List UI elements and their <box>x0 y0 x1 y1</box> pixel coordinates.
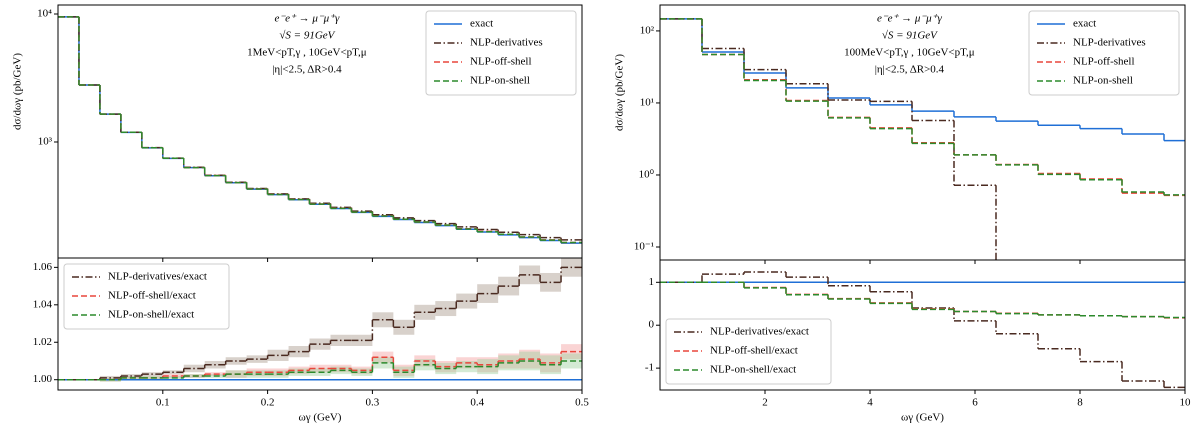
x-tick-label: 10 <box>1180 397 1192 409</box>
annotation: √S = 91GeV <box>279 30 335 42</box>
x-axis-label: ωγ (GeV) <box>299 412 342 424</box>
y-tick-label: 0 <box>649 319 655 331</box>
x-tick-label: 6 <box>972 397 978 409</box>
x-tick-label: 0.3 <box>366 397 380 409</box>
plot-area <box>58 258 582 382</box>
legend-label: NLP-off-shell/exact <box>710 345 798 357</box>
x-tick-label: 2 <box>762 397 768 409</box>
annotation: 1MeV<pT,γ , 10GeV<pT,μ <box>247 47 367 59</box>
legend-label: exact <box>1073 18 1096 30</box>
legend-label: NLP-on-shell <box>1073 75 1133 87</box>
legend-label: NLP-on-shell/exact <box>108 309 194 321</box>
y-tick-label: 10⁻¹ <box>634 241 654 253</box>
x-tick-label: 0.4 <box>470 397 484 409</box>
y-tick-label: 10¹ <box>640 96 654 108</box>
x-tick-label: 8 <box>1077 397 1083 409</box>
annotation: |η|<2.5, ΔR>0.4 <box>272 64 342 76</box>
legend-label: exact <box>470 18 493 30</box>
annotation: √S = 91GeV <box>882 30 938 42</box>
x-axis-label: ωγ (GeV) <box>901 412 944 424</box>
legend-label: NLP-on-shell <box>470 75 530 87</box>
legend-label: NLP-off-shell <box>470 56 532 68</box>
y-tick-label: 10⁴ <box>37 8 52 20</box>
legend-label: NLP-on-shell/exact <box>710 364 796 376</box>
y-tick-label: 1.04 <box>33 298 53 310</box>
plot-area <box>660 271 1185 389</box>
legend-label: NLP-derivatives/exact <box>108 271 207 283</box>
x-tick-label: 0.2 <box>261 397 275 409</box>
y-tick-label: 1 <box>649 276 655 288</box>
annotation: |η|<2.5, ΔR>0.4 <box>875 64 945 76</box>
y-tick-label: 10⁰ <box>639 169 655 181</box>
axes-frame <box>57 257 583 391</box>
x-tick-label: 4 <box>867 397 873 409</box>
legend-box <box>63 263 230 330</box>
annotation: e⁻e⁺ → μ⁻μ⁺γ <box>274 13 340 25</box>
legend-label: NLP-derivatives/exact <box>710 326 809 338</box>
y-axis-label: dσ/dωγ (pb/GeV) <box>12 53 24 130</box>
annotation: 100MeV<pT,γ , 10GeV<pT,μ <box>844 47 975 59</box>
y-tick-label: 10² <box>640 24 655 36</box>
legend-box <box>1028 10 1180 96</box>
y-tick-label: 10³ <box>38 136 53 148</box>
y-tick-label: 1.02 <box>33 336 52 348</box>
x-tick-label: 0.5 <box>575 397 589 409</box>
y-tick-label: 1.06 <box>33 261 53 273</box>
y-tick-label: -1 <box>645 362 654 374</box>
x-tick-label: 0.1 <box>156 397 170 409</box>
annotation: e⁻e⁺ → μ⁻μ⁺γ <box>877 13 943 25</box>
y-axis-label: dσ/dωγ (pb/GeV) <box>614 54 626 131</box>
legend-label: NLP-derivatives <box>470 37 543 49</box>
legend-box <box>425 10 577 96</box>
plot-area <box>58 16 582 244</box>
axes-frame <box>659 259 1186 391</box>
legend-label: NLP-off-shell/exact <box>108 290 196 302</box>
legend-label: NLP-derivatives <box>1073 37 1146 49</box>
y-tick-label: 1.00 <box>33 373 53 385</box>
plot-area <box>660 18 1185 260</box>
legend-label: NLP-off-shell <box>1073 56 1135 68</box>
legend-box <box>665 318 832 385</box>
